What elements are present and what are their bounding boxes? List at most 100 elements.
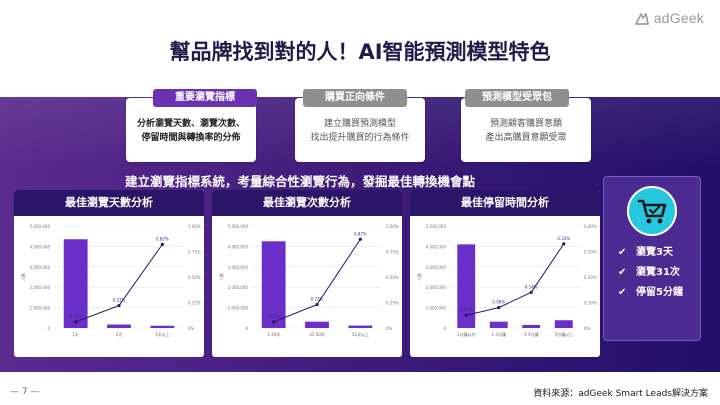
info-card-line: 建立購買預測模型 — [323, 119, 396, 129]
y-tick-label: 2,000,000 — [228, 285, 249, 290]
y2-tick-label: 1.00% — [386, 224, 399, 229]
y-tick-label: 5,000,000 — [426, 224, 447, 229]
bar — [150, 325, 175, 328]
y2-tick-label: 0% — [188, 326, 195, 331]
info-card-conditions: 建立購買預測模型 找出提升購買的行為條件 — [295, 98, 425, 162]
x-tick-label: 1-3分鐘 — [491, 331, 506, 337]
info-card-model: 預測顧客購買意願 產出高購買意願受眾 — [461, 98, 591, 162]
chart-panel-visits: 最佳瀏覽次數分析 0 1,000,000 2,000,000 3,000,000 4,0… — [212, 190, 402, 357]
data-label: 0.22% — [113, 298, 126, 303]
info-tag-metrics: 重要瀏覽指標 — [153, 89, 257, 107]
y-tick-label: 4,000,000 — [228, 244, 249, 249]
bar — [348, 325, 373, 328]
highlight-text: 瀏覽31次 — [636, 267, 680, 278]
y-tick-label: 3,000,000 — [228, 265, 249, 270]
line-point — [160, 242, 164, 246]
x-tick-label: 3-5分鐘 — [524, 331, 539, 337]
shopping-cart-icon — [637, 199, 667, 224]
info-card-metrics: 分析瀏覽天數、瀏覽次數、 停留時間與轉換率的分佈 — [126, 98, 256, 162]
y2-tick-label: 0.75% — [188, 250, 201, 255]
highlight-item: ✔ 瀏覽31次 — [618, 263, 698, 283]
data-label: 0.06% — [267, 314, 280, 319]
y-tick-label: 4,000,000 — [426, 244, 447, 249]
cart-badge — [627, 186, 677, 236]
y-tick-label: 0 — [443, 326, 446, 331]
line-point — [272, 320, 276, 324]
line-point — [562, 242, 566, 246]
page-title: 幫品牌找到對的人！AI智能預測模型特色 — [169, 40, 551, 64]
y2-tick-label: 0.50% — [386, 275, 399, 280]
y2-tick-label: 0.10% — [584, 301, 597, 306]
chart-panel-days: 最佳瀏覽天數分析 0 1,000,000 2,000,000 3,000,000 4,0… — [14, 190, 204, 357]
chart-panel-duration: 最佳停留時間分析 0 1,000,000 2,000,000 3,000,000 4,0… — [410, 190, 600, 357]
series-line — [466, 243, 565, 316]
x-tick-label: 1天 — [72, 332, 79, 337]
check-icon: ✔ — [618, 287, 627, 298]
x-tick-label: 51次以上 — [352, 331, 369, 337]
y-tick-label: 1,000,000 — [426, 306, 447, 311]
info-tag-conditions: 購買正向條件 — [303, 89, 407, 107]
line-point — [497, 306, 501, 310]
x-tick-label: 1-30次 — [267, 331, 280, 337]
y-tick-label: 2,000,000 — [426, 285, 447, 290]
highlight-list: ✔ 瀏覽3天 ✔ 瀏覽31次 ✔ 停留5分鐘 — [618, 243, 698, 303]
info-card-line: 停留時間與轉換率的分佈 — [141, 133, 241, 143]
data-label: 0.14% — [525, 284, 538, 289]
info-tag-model: 預測模型受眾包 — [465, 89, 569, 107]
bar — [489, 321, 508, 328]
highlight-text: 瀏覽3天 — [636, 247, 673, 258]
info-card-line: 產出高購買意願受眾 — [485, 133, 567, 143]
y-axis-label: 人數 — [416, 273, 422, 281]
y-tick-label: 5,000,000 — [30, 224, 51, 229]
y-tick-label: 2,000,000 — [30, 285, 51, 290]
chart-title: 最佳瀏覽天數分析 — [14, 190, 204, 216]
y2-tick-label: 0.20% — [584, 275, 597, 280]
y2-tick-label: 0.50% — [188, 275, 201, 280]
x-tick-label: 31-50次 — [309, 331, 325, 337]
highlight-item: ✔ 停留5分鐘 — [618, 283, 698, 303]
bar — [63, 239, 88, 328]
data-label: 0.33% — [557, 236, 570, 241]
bar — [457, 244, 476, 328]
line-point — [529, 290, 533, 294]
y-tick-label: 3,000,000 — [426, 265, 447, 270]
adgeek-logo-icon — [634, 11, 650, 25]
info-card-line: 找出提升購買的行為條件 — [310, 133, 410, 143]
chart-title: 最佳瀏覽次數分析 — [212, 190, 402, 216]
check-icon: ✔ — [618, 247, 627, 258]
line-point — [117, 303, 121, 308]
x-tick-label: 5分鐘以上 — [554, 331, 573, 337]
data-label: 0.82% — [156, 236, 169, 241]
x-tick-label: 3天以上 — [155, 331, 170, 337]
y2-tick-label: 0% — [386, 326, 393, 331]
info-card-line: 預測顧客購買意願 — [489, 119, 562, 129]
line-point — [358, 237, 362, 241]
y-axis-label: 人數 — [20, 273, 26, 281]
chart-title: 最佳停留時間分析 — [410, 190, 600, 216]
y-tick-label: 5,000,000 — [228, 224, 249, 229]
source-note: 資料來源：adGeek Smart Leads解決方案 — [533, 389, 708, 399]
y2-tick-label: 0.75% — [386, 250, 399, 255]
line-point — [464, 313, 468, 317]
data-label: 0.23% — [311, 297, 324, 302]
chart-days-svg: 0 1,000,000 2,000,000 3,000,000 4,000,000 5,0… — [20, 224, 201, 337]
y2-tick-label: 0.25% — [386, 301, 399, 306]
x-tick-label: 1分鐘以內 — [457, 331, 476, 337]
highlight-text: 停留5分鐘 — [636, 287, 683, 298]
bar — [261, 241, 286, 328]
line-point — [74, 320, 78, 324]
y-tick-label: 1,000,000 — [30, 306, 51, 311]
y-tick-label: 3,000,000 — [30, 265, 51, 270]
y2-tick-label: 0% — [584, 326, 591, 331]
y2-tick-label: 1.00% — [188, 224, 201, 229]
y-tick-label: 0 — [245, 326, 248, 331]
bar — [554, 320, 573, 328]
y-tick-label: 1,000,000 — [228, 306, 249, 311]
data-label: 0.87% — [354, 231, 367, 236]
highlight-item: ✔ 瀏覽3天 — [618, 243, 698, 263]
y2-tick-label: 0.25% — [188, 301, 201, 306]
series-line — [273, 238, 361, 323]
check-icon: ✔ — [618, 267, 627, 278]
bar — [305, 321, 329, 328]
line-point — [315, 302, 319, 307]
